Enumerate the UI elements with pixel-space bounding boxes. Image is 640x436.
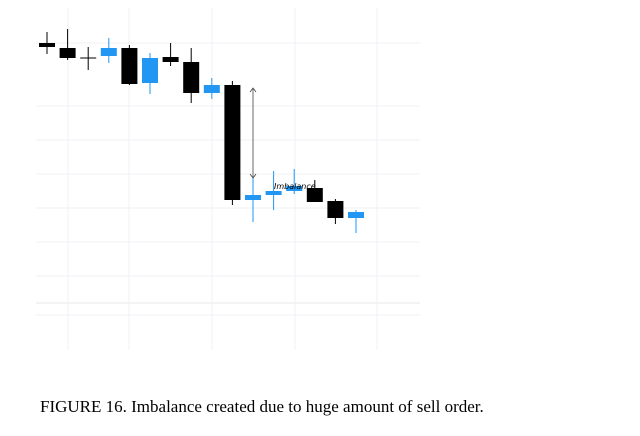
figure-caption: FIGURE 16. Imbalance created due to huge… [40, 397, 484, 416]
annotations: Imbalance [249, 87, 316, 191]
candle-body [39, 43, 55, 47]
candle [39, 32, 55, 54]
candle-body [203, 85, 220, 93]
candle-body [245, 195, 261, 200]
candle-body [142, 58, 158, 83]
candle-body [224, 85, 241, 200]
candle-body [327, 201, 344, 218]
candle [203, 78, 220, 99]
candle [245, 177, 261, 222]
candle [265, 171, 282, 210]
candle [80, 47, 97, 70]
candle [142, 53, 158, 94]
candle-body [162, 57, 179, 62]
imbalance-arrow-head-up [249, 87, 257, 93]
candle-body [348, 212, 364, 218]
candle [183, 48, 200, 103]
candle-body [286, 186, 303, 191]
candle [306, 180, 323, 202]
candle [100, 38, 117, 63]
candle [121, 45, 138, 85]
candles [39, 29, 364, 233]
candle-body [183, 62, 200, 93]
candle [327, 199, 344, 224]
candle-body [306, 188, 323, 202]
candle [224, 81, 241, 205]
candlestick-chart: Imbalance [36, 8, 420, 350]
candle [286, 169, 303, 194]
candle [348, 210, 364, 233]
candle [162, 43, 179, 66]
imbalance-label: Imbalance [274, 182, 316, 191]
candle-body [59, 48, 76, 58]
candle [59, 29, 76, 60]
imbalance-arrow-head-down [249, 173, 257, 179]
candle-body [265, 191, 282, 195]
candle-body [100, 48, 117, 56]
candle-body [121, 48, 138, 84]
